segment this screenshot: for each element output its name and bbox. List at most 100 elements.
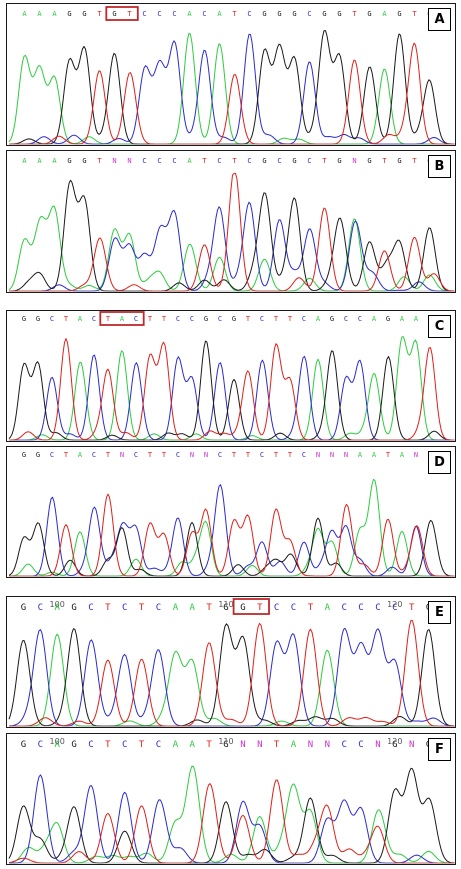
base-call: C xyxy=(217,157,221,165)
base-call: A xyxy=(22,157,27,165)
base-call: T xyxy=(127,10,132,18)
trace-T-channel xyxy=(8,779,455,864)
base-call: C xyxy=(50,451,54,459)
base-call: A xyxy=(358,451,363,459)
base-call: A xyxy=(189,740,195,750)
base-call: T xyxy=(352,10,357,18)
base-call: C xyxy=(358,315,362,323)
base-call: N xyxy=(240,740,245,750)
base-call: A xyxy=(173,740,179,750)
base-call: G xyxy=(292,157,296,165)
base-call: G xyxy=(82,157,86,165)
base-call: C xyxy=(122,740,127,750)
base-call: T xyxy=(232,451,237,459)
base-call: C xyxy=(88,603,93,613)
base-call: A xyxy=(400,451,405,459)
position-marker: 100 xyxy=(50,737,65,746)
panel-label: E xyxy=(428,601,451,624)
base-call: G xyxy=(36,315,40,323)
base-call: G xyxy=(21,740,26,750)
trace-G-channel xyxy=(9,30,455,145)
base-call: T xyxy=(105,603,111,613)
trace-plot: GGCTACTACTTCCGCGTCTTCAGCCAGAAT xyxy=(8,311,455,441)
base-call: C xyxy=(88,740,93,750)
base-call: T xyxy=(386,451,391,459)
chromatogram-panel-b: AAAGGTNNCCCATCTCGCGCTGNGTGTG B xyxy=(6,150,456,293)
base-call: T xyxy=(148,451,153,459)
base-call: C xyxy=(157,157,161,165)
base-call: C xyxy=(358,740,363,750)
base-call: T xyxy=(162,451,167,459)
base-call: C xyxy=(142,157,146,165)
base-call: T xyxy=(322,157,327,165)
base-call: N xyxy=(409,740,414,750)
base-call: T xyxy=(106,451,111,459)
base-call: C xyxy=(247,157,251,165)
base-call: T xyxy=(232,157,237,165)
base-call: C xyxy=(122,603,127,613)
base-call: A xyxy=(120,315,125,323)
chromatogram-panel-e: GCAGCTCTCAATGGTCCTACCCCTG100110120 E xyxy=(6,596,456,728)
base-call: C xyxy=(358,603,363,613)
base-call: N xyxy=(204,451,208,459)
base-call: G xyxy=(240,603,245,613)
trace-G-channel xyxy=(8,767,455,864)
base-call: G xyxy=(397,10,401,18)
base-call: T xyxy=(274,740,280,750)
base-call: C xyxy=(218,451,222,459)
trace-C-channel xyxy=(9,484,455,577)
base-call: N xyxy=(330,451,334,459)
base-call: G xyxy=(223,740,228,750)
base-call: A xyxy=(414,315,419,323)
panel-label: A xyxy=(428,8,451,31)
base-call: A xyxy=(78,451,83,459)
base-call: A xyxy=(37,157,42,165)
trace-A-channel xyxy=(8,765,455,864)
base-call: T xyxy=(382,157,387,165)
base-call: T xyxy=(64,451,69,459)
trace-C-channel xyxy=(8,627,455,727)
base-call: T xyxy=(412,10,417,18)
base-call: C xyxy=(156,603,161,613)
panel-label: B xyxy=(428,155,451,178)
base-call: C xyxy=(260,315,264,323)
base-call: T xyxy=(105,740,111,750)
chromatogram-panel-c: GGCTACTACTTCCGCGTCTTCAGCCAGAAT C xyxy=(6,310,456,442)
base-call: A xyxy=(325,603,331,613)
panel-label: C xyxy=(428,315,451,338)
trace-A-channel xyxy=(9,336,455,441)
base-call: A xyxy=(189,603,195,613)
base-call: C xyxy=(157,10,161,18)
trace-plot: AAAGGTNNCCCATCTCGCGCTGNGTGTG xyxy=(8,157,455,292)
trace-C-channel xyxy=(9,33,455,145)
base-call: C xyxy=(247,10,251,18)
base-call: G xyxy=(262,157,266,165)
base-call: G xyxy=(367,157,371,165)
base-call: T xyxy=(206,603,212,613)
base-call: G xyxy=(67,10,71,18)
base-call: A xyxy=(54,740,60,750)
base-call: N xyxy=(414,451,418,459)
trace-A-channel xyxy=(8,205,455,292)
base-call: C xyxy=(277,157,281,165)
base-call: T xyxy=(162,315,167,323)
base-call: T xyxy=(288,315,293,323)
trace-A-channel xyxy=(8,32,455,145)
base-call: C xyxy=(92,451,96,459)
base-call: C xyxy=(341,603,346,613)
panel-label: F xyxy=(428,738,451,761)
position-marker: 100 xyxy=(50,600,65,609)
base-call: G xyxy=(204,315,208,323)
base-call: G xyxy=(112,10,116,18)
base-call: C xyxy=(341,740,346,750)
position-marker: 110 xyxy=(218,737,233,746)
base-call: C xyxy=(260,451,264,459)
base-call: T xyxy=(106,315,111,323)
trace-plot: GCAGCTCTCAATGGTCCTACCCCTG100110120 xyxy=(8,598,455,727)
base-call: T xyxy=(97,10,102,18)
base-call: N xyxy=(257,740,262,750)
base-call: G xyxy=(262,10,266,18)
base-call: C xyxy=(392,603,397,613)
base-call: G xyxy=(337,157,341,165)
position-marker: 110 xyxy=(218,600,233,609)
